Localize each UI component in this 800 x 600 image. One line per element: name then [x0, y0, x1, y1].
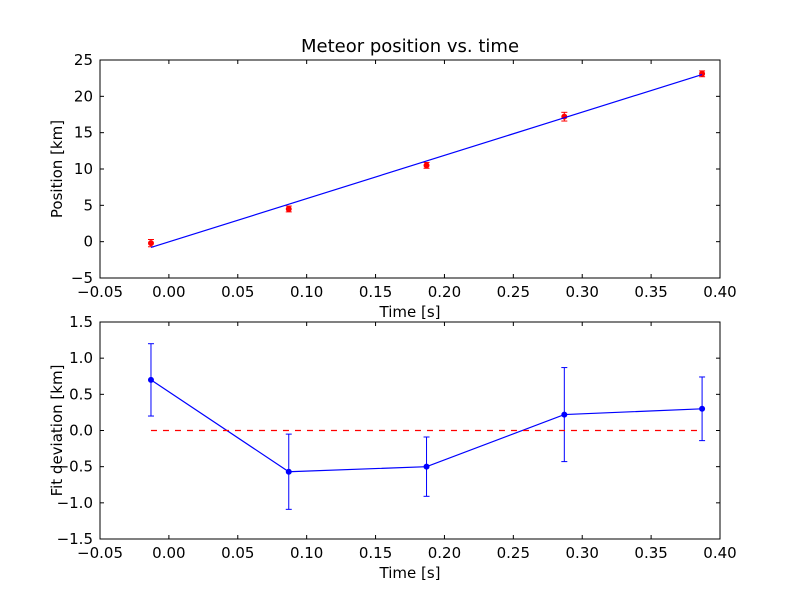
x-tick-label: 0.30: [566, 544, 599, 562]
x-axis-label: Time [s]: [379, 303, 441, 321]
plot-area: [99, 59, 721, 279]
y-tick-label: −5: [71, 269, 93, 287]
y-tick-label: −0.5: [57, 458, 93, 476]
y-tick-label: 0.5: [69, 385, 93, 403]
y-tick-label: 1.0: [69, 349, 93, 367]
x-tick-label: −0.05: [77, 283, 123, 301]
y-tick-label: 15: [74, 124, 93, 142]
data-point: [423, 463, 430, 470]
y-tick-label: 20: [74, 87, 93, 105]
y-tick-label: 0: [83, 233, 93, 251]
x-tick-label: 0.00: [152, 283, 185, 301]
x-tick-label: 0.10: [290, 544, 323, 562]
data-point: [561, 411, 568, 418]
x-axis-label: Time [s]: [379, 564, 441, 582]
x-tick-label: 0.25: [497, 283, 530, 301]
chart-title: Meteor position vs. time: [301, 36, 519, 57]
data-point: [285, 205, 292, 212]
x-tick-label: 0.20: [428, 544, 461, 562]
y-axis-label: Position [km]: [48, 120, 66, 218]
x-tick-label: 0.15: [359, 283, 392, 301]
x-tick-label: 0.10: [290, 283, 323, 301]
y-tick-label: 0.0: [69, 422, 93, 440]
y-tick-label: 1.5: [69, 313, 93, 331]
x-tick-label: 0.00: [152, 544, 185, 562]
x-tick-label: 0.05: [221, 544, 254, 562]
y-tick-label: 10: [74, 160, 93, 178]
y-tick-label: 5: [83, 196, 93, 214]
y-tick-label: 25: [74, 51, 93, 69]
x-tick-label: 0.15: [359, 544, 392, 562]
data-point: [285, 468, 292, 475]
plot-area: [99, 321, 721, 540]
x-tick-label: 0.05: [221, 283, 254, 301]
x-tick-label: 0.35: [634, 544, 667, 562]
data-point: [147, 240, 154, 247]
y-tick-label: −1.5: [57, 530, 93, 548]
y-tick-label: −1.0: [57, 494, 93, 512]
x-tick-label: 0.25: [497, 544, 530, 562]
data-point: [423, 162, 430, 169]
y-axis-label: Fit deviation [km]: [48, 365, 66, 497]
x-tick-label: 0.30: [566, 283, 599, 301]
x-tick-label: 0.40: [703, 544, 736, 562]
x-tick-label: 0.40: [703, 283, 736, 301]
deviation-chart: −0.05 0.00 0.05 0.10 0.15 0.20 0.25 0.30 0.35 0.4…: [48, 313, 737, 582]
series-line: [150, 73, 703, 249]
x-tick-label: 0.20: [428, 283, 461, 301]
data-point: [147, 376, 154, 383]
data-point: [699, 405, 706, 412]
x-tick-label: 0.35: [634, 283, 667, 301]
x-tick-label: −0.05: [77, 544, 123, 562]
position-chart: −0.05 0.00 0.05 0.10 0.15 0.20 0.25 0.30 0.35 0.4…: [48, 36, 737, 321]
